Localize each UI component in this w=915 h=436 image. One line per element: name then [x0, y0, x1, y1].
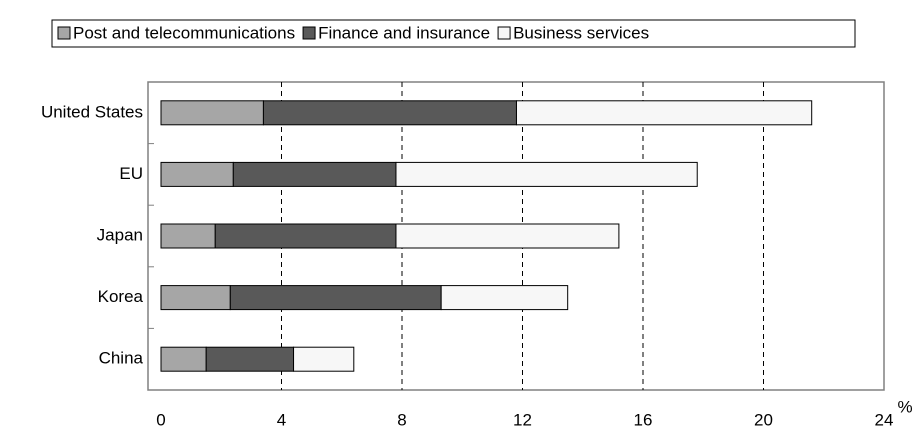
bar-segment — [214, 223, 397, 249]
y-tick-label: EU — [119, 164, 143, 183]
legend-label: Post and telecommunications — [73, 23, 295, 42]
legend-swatch — [57, 26, 71, 40]
x-tick-label: 4 — [277, 410, 286, 429]
bar-segment — [293, 346, 355, 372]
bar-segment — [229, 285, 442, 311]
bar-segment — [205, 346, 295, 372]
bar-segment — [262, 100, 517, 126]
legend-swatch — [497, 26, 511, 40]
bar-segment — [160, 346, 207, 372]
bar-segment — [160, 223, 216, 249]
legend-box — [51, 19, 856, 48]
x-tick-label: 24 — [875, 410, 894, 429]
y-tick-label: Japan — [97, 225, 143, 244]
bar-segment — [160, 285, 231, 311]
x-tick-label: 8 — [397, 410, 406, 429]
bar-segment — [232, 161, 397, 187]
bar-segment — [160, 161, 234, 187]
bar-segment — [395, 161, 698, 187]
bar-segment — [440, 285, 569, 311]
legend-swatch — [302, 26, 316, 40]
bar-segment — [395, 223, 620, 249]
legend-label: Finance and insurance — [318, 23, 490, 42]
bar-segment — [515, 100, 813, 126]
x-tick-label: 16 — [634, 410, 653, 429]
x-tick-label: 20 — [754, 410, 773, 429]
y-tick-label: China — [99, 349, 144, 368]
x-tick-label: 12 — [513, 410, 532, 429]
bar-segment — [160, 100, 264, 126]
y-tick-label: Korea — [98, 287, 144, 306]
legend-label: Business services — [513, 23, 649, 42]
x-axis-label: % — [897, 397, 912, 416]
y-tick-label: United States — [41, 102, 143, 121]
x-tick-label: 0 — [156, 410, 165, 429]
